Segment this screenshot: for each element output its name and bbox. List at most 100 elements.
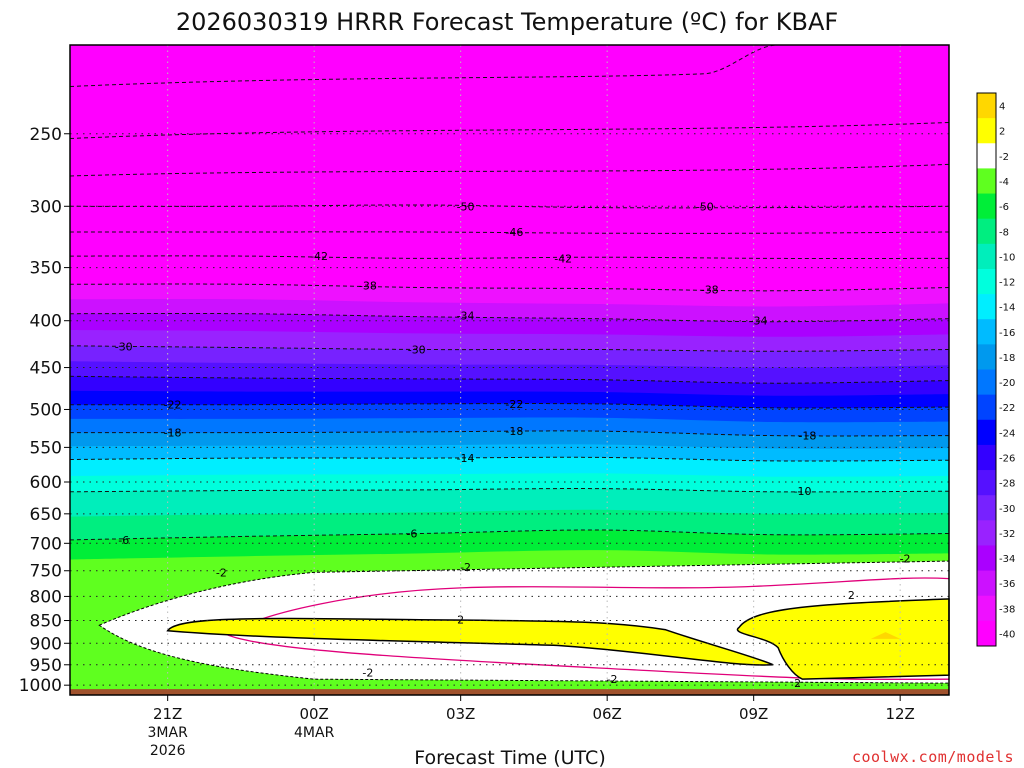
colorbar-swatch (977, 243, 996, 270)
y-tick-label: 950 (30, 656, 62, 676)
colorbar-swatch (977, 520, 996, 546)
y-tick-label: 650 (30, 505, 62, 525)
colorbar-label: -24 (999, 428, 1015, 439)
ground-strip (70, 689, 949, 695)
x-tick-label: 00Z (299, 705, 328, 723)
contour-label: -38 (701, 284, 719, 297)
colorbar-frame (976, 92, 997, 647)
colorbar-label: -2 (999, 152, 1009, 163)
pressure-axis: 2503003504004505005506006507007508008509… (19, 125, 70, 696)
x-tick-label: 21Z (153, 705, 182, 723)
contour-label: -50 (696, 200, 714, 213)
colorbar-swatch (977, 268, 996, 295)
y-tick-label: 850 (30, 612, 62, 632)
contour-label: -18 (505, 425, 523, 438)
y-tick-label: 250 (30, 125, 62, 145)
contour-label: -2 (362, 667, 373, 680)
contour-label: -46 (505, 226, 523, 239)
x-tick-label: 12Z (885, 705, 914, 723)
contour-label: -30 (408, 343, 426, 356)
colorbar-swatch (977, 118, 996, 144)
warm-layer-band (166, 617, 774, 666)
colorbar-swatch (977, 444, 996, 471)
isotherm-line (69, 163, 950, 177)
chart-title: 2026030319 HRRR Forecast Temperature (ºC… (176, 8, 838, 36)
time-axis: 21Z 3MAR 2026 00Z 4MAR 03Z 06Z 09Z 12Z (148, 695, 915, 759)
x-tick-sublabel: 4MAR (294, 725, 335, 741)
contour-label: -6 (406, 528, 417, 541)
plot-frame (69, 44, 950, 696)
x-tick-label: 06Z (592, 705, 621, 723)
colorbar-swatch (977, 319, 996, 345)
colorbar-swatch (977, 620, 996, 647)
colorbar-label: -40 (999, 629, 1015, 640)
colorbar-label: -6 (999, 202, 1009, 213)
colorbar-swatch (977, 369, 996, 396)
contour-label: -2 (460, 561, 471, 574)
zero-degree-line (225, 577, 950, 681)
warm-layer-band (736, 598, 950, 680)
colorbar-swatch (977, 218, 996, 245)
colorbar-swatch (977, 419, 996, 446)
colorbar-swatch (977, 394, 996, 421)
contour-label: -2 (216, 566, 227, 579)
x-tick-label: 03Z (446, 705, 475, 723)
contour-label: -18 (164, 427, 182, 440)
colorbar-swatch (977, 545, 996, 572)
contour-label: 2 (457, 614, 464, 627)
colorbar-swatch (977, 570, 996, 597)
colorbar-label: 4 (999, 102, 1005, 113)
isotherm-line (69, 121, 950, 140)
y-tick-label: 500 (30, 400, 62, 420)
warmest-spot (870, 632, 901, 639)
contour-label: -2 (607, 673, 618, 686)
x-tick-sublabel: 2026 (150, 743, 186, 759)
colorbar-label: -30 (999, 504, 1015, 515)
contour-label: 2 (848, 589, 855, 602)
colorbar-swatch (977, 143, 996, 169)
x-tick-sublabel: 3MAR (148, 725, 189, 741)
y-tick-label: 900 (30, 634, 62, 654)
colorbar-label: -22 (999, 403, 1015, 414)
colorbar-label: 2 (999, 127, 1005, 138)
contour-label: -34 (457, 310, 475, 323)
colorbar-swatch (977, 168, 996, 195)
colorbar-label: -32 (999, 529, 1015, 540)
contour-label: -6 (118, 534, 129, 547)
colorbar-label: -36 (999, 579, 1015, 590)
contour-label: -18 (798, 430, 816, 443)
contour-label: 2 (794, 677, 801, 690)
colorbar-swatch (977, 193, 996, 220)
x-axis-label: Forecast Time (UTC) (414, 747, 605, 768)
y-tick-label: 800 (30, 587, 62, 607)
y-tick-label: 450 (30, 359, 62, 379)
colorbar-label: -10 (999, 252, 1015, 263)
colorbar-label: -38 (999, 604, 1015, 615)
colorbar-label: -14 (999, 303, 1015, 314)
y-tick-label: 600 (30, 473, 62, 493)
y-tick-label: 1000 (19, 676, 62, 696)
colorbar-swatch (977, 495, 996, 521)
colorbar-label: -26 (999, 453, 1015, 464)
colorbar-swatch (977, 595, 996, 622)
contour-label: -22 (164, 399, 182, 412)
colorbar-swatch (977, 294, 996, 320)
contour-label: -10 (794, 485, 812, 498)
contour-label: -14 (457, 452, 475, 465)
colorbar-swatch (977, 93, 996, 119)
contour-label: -42 (310, 250, 328, 263)
contour-label: -38 (359, 279, 377, 292)
contour-label: -50 (457, 200, 475, 213)
colorbar-label: -16 (999, 328, 1015, 339)
site-credit[interactable]: coolwx.com/models (851, 748, 1014, 766)
contour-label: -34 (750, 315, 768, 328)
contour-label: -2 (900, 552, 911, 565)
colorbar-label: -4 (999, 177, 1009, 188)
contour-label: -30 (115, 341, 133, 354)
isotherm-line (69, 44, 779, 88)
x-tick-label: 09Z (739, 705, 768, 723)
plot-area: -50 -50-46-42 -42-38 -38-34 -34-30 -30-22 -22-… (69, 44, 950, 696)
y-tick-label: 550 (30, 438, 62, 458)
y-tick-label: 350 (30, 259, 62, 279)
